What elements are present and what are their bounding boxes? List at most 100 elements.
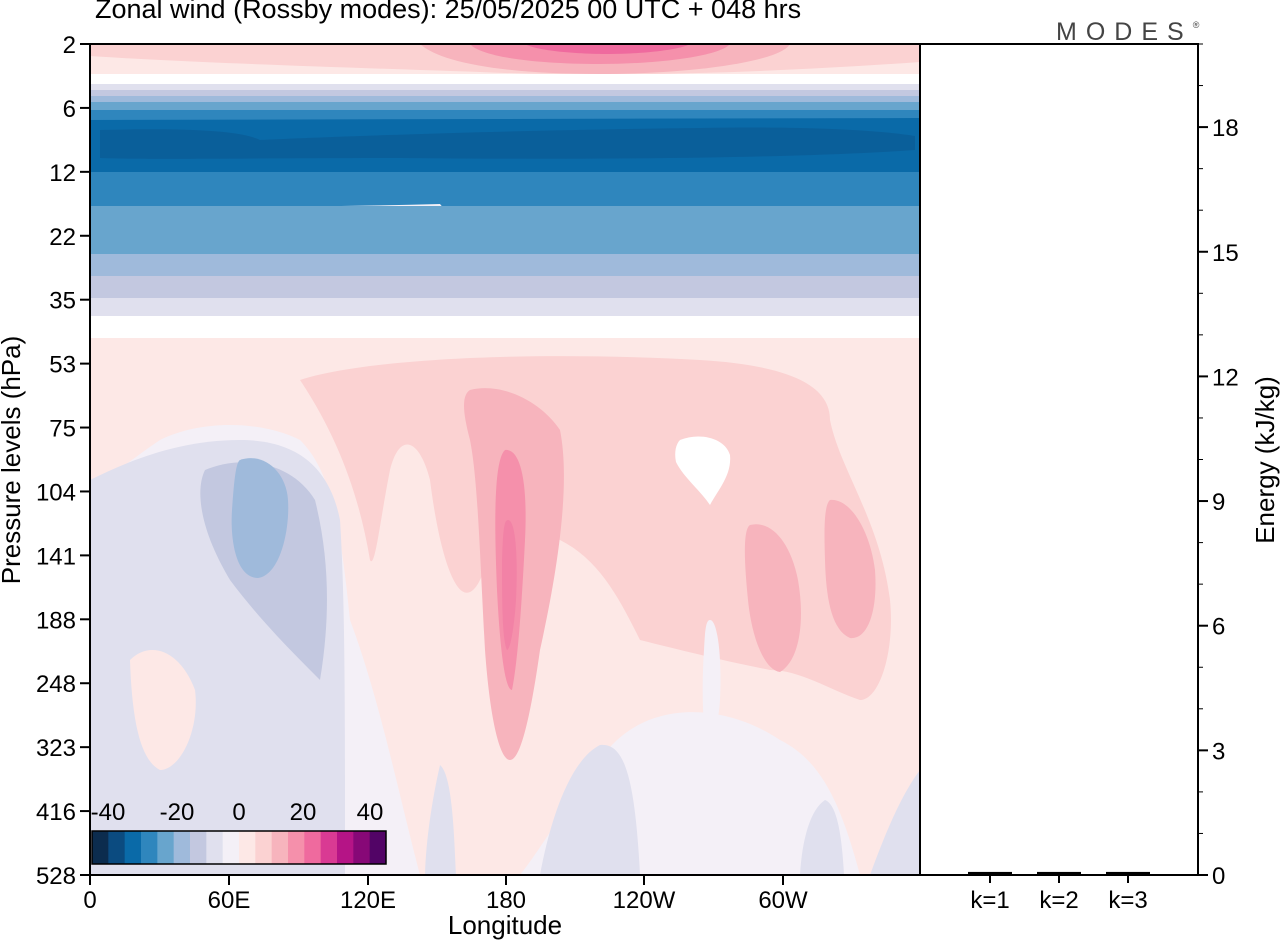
colorbar-swatch: [369, 831, 387, 864]
colorbar-label: 0: [232, 799, 245, 826]
x-tick-label: 180: [486, 887, 526, 914]
y-tick-label: 6: [63, 96, 76, 123]
neg-bump-1: [540, 744, 640, 875]
longitude-axis: 0 60E 120E 180 120W 60W: [83, 875, 808, 914]
neg-bump-3: [425, 765, 456, 875]
zonal-wind-field: [90, 44, 920, 875]
energy-tick-label: 6: [1212, 614, 1225, 641]
band-b11: [90, 298, 920, 316]
y-tick-label: 141: [36, 543, 76, 570]
band-b4: [90, 102, 920, 110]
neutral-bubble: [675, 436, 731, 505]
energy-tick-label: 3: [1212, 738, 1225, 765]
colorbar-frame: [91, 830, 387, 865]
band-white-2: [90, 316, 920, 338]
colorbar-swatch: [304, 831, 322, 864]
x-tick-label: 120W: [613, 887, 676, 914]
colorbar-swatch: [108, 831, 126, 864]
energy-axis: 0 3 6 9 12 15 18: [1198, 43, 1239, 890]
pressure-axis: 2 6 12 22 35 53 75 104 141 188 248 323 416 528: [36, 32, 90, 890]
pos-core-max: [502, 520, 517, 650]
colorbar-swatch: [288, 831, 305, 864]
energy-bar: [1106, 871, 1150, 875]
y-tick-label: 323: [36, 735, 76, 762]
pos-east-core-1: [744, 524, 801, 672]
energy-tick-label: 18: [1212, 115, 1239, 142]
y-tick-label: 2: [63, 32, 76, 59]
modes-logo: MODES®: [1056, 18, 1199, 47]
colorbar-swatch: [271, 831, 289, 864]
energy-bar: [1037, 871, 1081, 875]
colorbar-swatch: [173, 831, 191, 864]
colorbar-swatch: [337, 831, 354, 864]
neg-region-core: [231, 458, 289, 578]
k-tick-label: k=1: [970, 887, 1009, 914]
y-tick-label: 22: [49, 224, 76, 251]
y-tick-label: 188: [36, 607, 76, 634]
k-tick-label: k=2: [1039, 887, 1078, 914]
energy-bars: [968, 871, 1150, 875]
band-b1: [90, 84, 920, 90]
x-tick-label: 60W: [758, 887, 808, 914]
energy-tick-label: 15: [1212, 240, 1239, 267]
colorbar: [91, 830, 387, 865]
colorbar-swatch: [141, 831, 158, 864]
wavenumber-axis: k=1 k=2 k=3: [970, 875, 1148, 914]
pos-region-mid: [300, 356, 891, 700]
band-b6: [90, 118, 920, 176]
y-tick-label: 75: [49, 416, 76, 443]
band-b7: [90, 172, 920, 202]
band-white: [90, 74, 920, 84]
y-tick-label: 53: [49, 352, 76, 379]
colorbar-labels: -40 -20 0 20 40: [91, 799, 384, 826]
y-tick-label: 35: [49, 288, 76, 315]
y-tick-label: 528: [36, 863, 76, 890]
neg-bump-4: [870, 770, 920, 875]
colorbar-label: -20: [160, 799, 195, 826]
colorbar-swatch: [222, 831, 240, 864]
colorbar-swatch: [124, 831, 142, 864]
energy-tick-label: 12: [1212, 364, 1239, 391]
y-tick-label: 12: [49, 160, 76, 187]
neg-bump-2: [800, 800, 844, 875]
k-tick-label: k=3: [1108, 887, 1147, 914]
colorbar-label: -40: [91, 799, 126, 826]
band-b9: [90, 254, 920, 276]
colorbar-label: 20: [290, 799, 317, 826]
colorbar-swatch: [206, 831, 224, 864]
band-b6-inner: [100, 127, 915, 159]
chart-title: Zonal wind (Rossby modes): 25/05/2025 00…: [95, 0, 802, 24]
band-b2: [90, 90, 920, 96]
energy-axis-label: Energy (kJ/kg): [1250, 376, 1280, 544]
pos-region-core: [495, 449, 526, 690]
neutral-streak: [702, 620, 721, 737]
energy-bar: [968, 871, 1012, 875]
colorbar-swatch: [190, 831, 207, 864]
x-tick-label: 0: [83, 887, 96, 914]
x-tick-label: 120E: [340, 887, 396, 914]
colorbar-swatch: [157, 831, 175, 864]
colorbar-label: 40: [357, 799, 384, 826]
y-axis-label: Pressure levels (hPa): [0, 336, 26, 585]
energy-panel-frame: [919, 43, 1199, 876]
band-b5: [90, 110, 920, 120]
band-b8: [90, 206, 920, 254]
pos-east-core-2: [824, 499, 876, 639]
colorbar-swatch: [353, 831, 371, 864]
y-tick-label: 416: [36, 799, 76, 826]
jet-top-max3: [525, 44, 690, 54]
colorbar-swatch: [92, 831, 109, 864]
logo-text: MODES: [1056, 18, 1193, 46]
energy-tick-label: 9: [1212, 489, 1225, 516]
colorbar-swatch: [255, 831, 273, 864]
y-tick-label: 248: [36, 671, 76, 698]
energy-tick-label: 0: [1212, 863, 1225, 890]
colorbar-swatch: [239, 831, 256, 864]
pos-lower-left: [130, 650, 196, 770]
band-b3: [90, 96, 920, 102]
registered-mark: ®: [1192, 20, 1200, 30]
x-axis-label: Longitude: [448, 910, 562, 940]
x-tick-label: 60E: [208, 887, 251, 914]
y-tick-label: 104: [36, 479, 76, 506]
